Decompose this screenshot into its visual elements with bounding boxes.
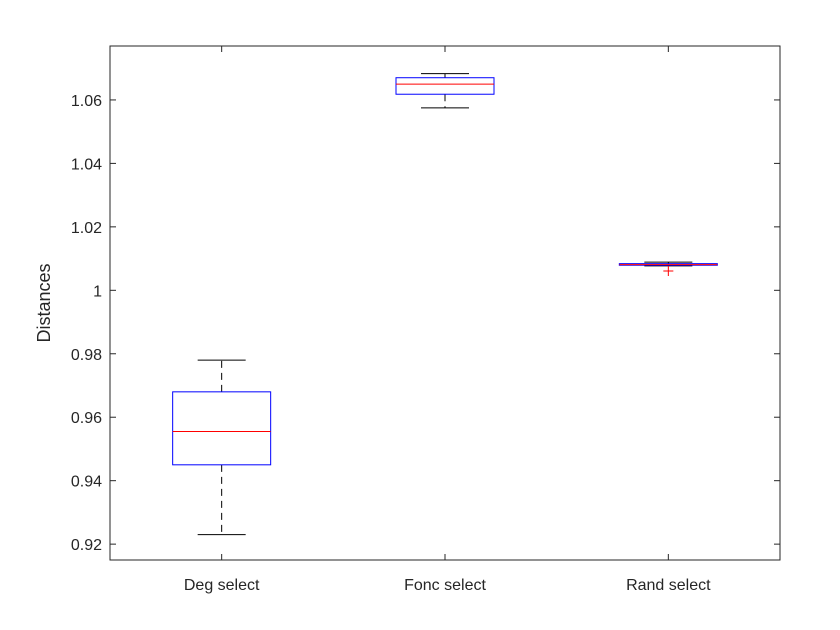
y-tick-label: 0.98	[71, 347, 102, 364]
box-rand-select	[618, 261, 718, 276]
y-axis: 0.92 0.94 0.96 0.98 1 1.02 1.04 1.06	[71, 93, 780, 554]
y-tick-label: 1.04	[71, 156, 102, 173]
plot-area	[109, 45, 781, 561]
box-deg-select	[172, 359, 272, 536]
y-tick-label: 1.06	[71, 93, 102, 110]
outlier-marker	[663, 265, 674, 276]
y-tick-label: 0.94	[71, 474, 102, 491]
iqr-box	[395, 77, 495, 95]
box-fonc-select	[395, 73, 495, 109]
x-axis: Deg select Fonc select Rand select	[184, 46, 711, 594]
x-tick-label: Fonc select	[404, 577, 486, 594]
y-tick-label: 1	[93, 283, 102, 300]
y-tick-label: 0.96	[71, 410, 102, 427]
x-tick-label: Deg select	[184, 577, 260, 594]
x-tick-label: Rand select	[626, 577, 711, 594]
box-series	[172, 73, 718, 536]
y-axis-label: Distances	[34, 263, 54, 342]
iqr-box	[172, 391, 272, 466]
y-tick-label: 1.02	[71, 220, 102, 237]
y-tick-label: 0.92	[71, 537, 102, 554]
